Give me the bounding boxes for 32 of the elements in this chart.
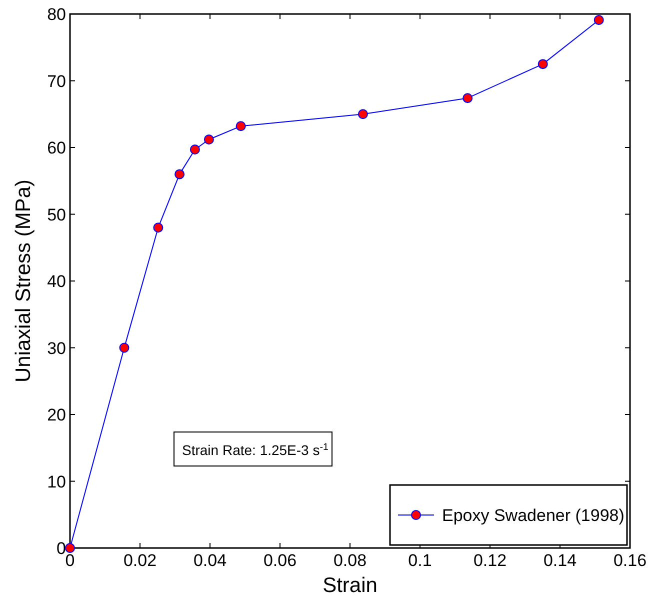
point: [358, 109, 368, 120]
y-tick-label: 10: [47, 472, 66, 492]
x-axis-title: Strain: [322, 574, 378, 597]
x-tick-label: 0.08: [333, 551, 367, 570]
point: [119, 342, 130, 353]
x-tick-label: 0.02: [123, 551, 157, 570]
y-tick-label: 80: [47, 5, 66, 24]
x-tick-label: 0.14: [543, 551, 577, 570]
point: [236, 121, 246, 132]
x-tick-label: 0.12: [473, 551, 507, 570]
y-tick-label: 0: [56, 539, 66, 558]
point: [538, 59, 548, 70]
y-axis-title: Uniaxial Stress (MPa): [12, 179, 35, 383]
point: [153, 222, 164, 233]
x-tick-label: 0.04: [193, 551, 227, 570]
x-tick-label: 0.06: [263, 551, 297, 570]
y-tick-label: 50: [47, 205, 66, 224]
y-tick-label: 30: [47, 338, 66, 358]
point: [174, 169, 185, 180]
legend-label: Epoxy Swadener (1998): [442, 506, 624, 525]
x-tick-label: 0.16: [613, 551, 647, 570]
x-tick-label: 0.1: [408, 551, 432, 570]
point: [204, 134, 214, 144]
y-tick-label: 60: [47, 138, 66, 158]
point: [462, 93, 473, 104]
y-tick-label: 70: [47, 72, 66, 91]
point: [65, 543, 75, 553]
point: [594, 15, 604, 26]
y-tick-label: 40: [47, 272, 66, 291]
annotation: Strain Rate: 1.25E-3 s$^{-1}$: [182, 442, 328, 458]
y-tick-label: 20: [47, 406, 66, 424]
point: [190, 144, 200, 155]
